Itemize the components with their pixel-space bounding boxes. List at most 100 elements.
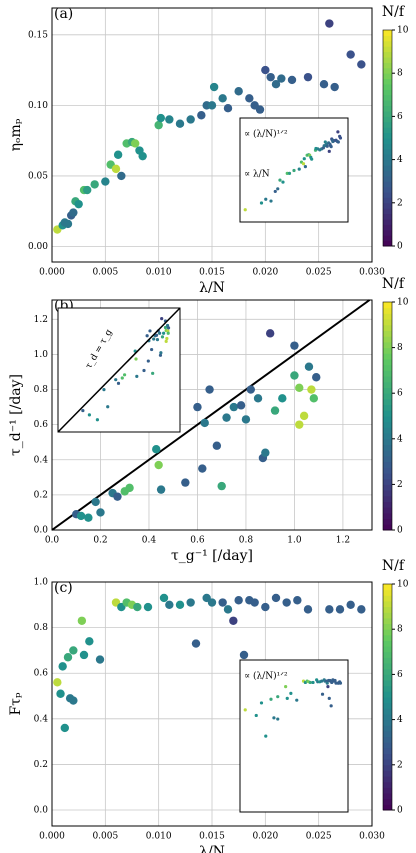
- inset-point: [164, 339, 168, 344]
- point: [53, 678, 62, 687]
- colorbar-cell: [383, 370, 392, 377]
- colorbar-cell: [383, 202, 392, 209]
- colorbar-cell: [383, 330, 392, 337]
- inset-point: [259, 201, 264, 205]
- colorbar-tick-label: 6: [397, 389, 403, 399]
- x-tick-label: 0.8: [239, 536, 254, 546]
- point: [261, 602, 270, 612]
- point: [218, 598, 227, 607]
- colorbar-cell: [383, 668, 392, 675]
- colorbar-cell: [383, 478, 392, 485]
- point: [113, 150, 123, 159]
- colorbar-cell: [383, 524, 392, 531]
- colorbar-cell: [383, 730, 392, 738]
- inset-point: [243, 208, 247, 212]
- colorbar-cell: [383, 753, 392, 760]
- inset-point: [81, 408, 85, 413]
- colorbar-cell: [383, 438, 392, 445]
- colorbar-cell: [383, 674, 392, 681]
- point: [234, 87, 243, 96]
- inset-point: [154, 333, 159, 337]
- point: [312, 373, 321, 382]
- x-axis-label: τ_g⁻¹ [/day]: [171, 548, 253, 564]
- y-tick-label: 0.4: [34, 714, 49, 724]
- point: [159, 593, 169, 603]
- colorbar-cell: [383, 708, 392, 715]
- inset-point: [297, 167, 301, 171]
- identity-line: [51, 299, 371, 531]
- colorbar-cell: [383, 186, 392, 193]
- point: [223, 605, 233, 614]
- point: [295, 420, 304, 429]
- point: [346, 50, 355, 59]
- colorbar-cell: [383, 680, 392, 687]
- colorbar-cell: [383, 736, 392, 743]
- point: [58, 662, 67, 671]
- colorbar-cell: [383, 702, 392, 709]
- point: [69, 696, 78, 705]
- colorbar-cell: [383, 612, 392, 619]
- colorbar-cell: [383, 46, 392, 53]
- point: [346, 600, 355, 610]
- colorbar-cell: [383, 725, 392, 732]
- panel-label: (c): [54, 580, 73, 596]
- inset-annotation: ∝ (λ/N)¹ᐟ²: [244, 129, 288, 140]
- point: [261, 65, 270, 75]
- point: [229, 616, 238, 625]
- y-tick-label: 0.2: [34, 760, 48, 770]
- point: [290, 341, 299, 350]
- colorbar-cell: [383, 490, 392, 497]
- colorbar-cell: [383, 57, 392, 63]
- colorbar-cell: [383, 89, 392, 96]
- colorbar-cell: [383, 347, 392, 354]
- colorbar-cell: [383, 51, 392, 58]
- colorbar-cell: [383, 192, 392, 198]
- inset-point: [135, 374, 139, 378]
- inset-point: [336, 130, 340, 134]
- point: [325, 19, 334, 28]
- point: [319, 80, 329, 89]
- colorbar-cell: [383, 78, 392, 85]
- colorbar-cell: [383, 111, 392, 117]
- x-tick-label: 0.005: [92, 832, 118, 842]
- point: [69, 646, 78, 655]
- point: [266, 72, 275, 82]
- x-axis-label: λ/N: [199, 280, 225, 296]
- point: [197, 111, 206, 120]
- colorbar-cell: [383, 381, 392, 388]
- colorbar-cell: [383, 804, 392, 811]
- inset-point: [276, 695, 280, 699]
- x-tick-label: 0.015: [199, 832, 225, 842]
- inset-point: [285, 171, 289, 175]
- inset-point: [114, 378, 118, 382]
- inset-point: [301, 162, 306, 166]
- point: [175, 600, 185, 610]
- inset-point: [285, 696, 289, 701]
- point: [181, 478, 190, 487]
- y-tick-label: 0.10: [28, 101, 48, 111]
- inset-point: [284, 684, 288, 689]
- colorbar-cell: [383, 595, 392, 602]
- colorbar-cell: [383, 450, 392, 457]
- colorbar-cell: [383, 776, 392, 783]
- colorbar-cell: [383, 461, 392, 468]
- colorbar-tick-label: 0: [397, 526, 403, 536]
- point: [154, 120, 163, 130]
- x-tick-label: 0.000: [39, 832, 65, 842]
- inset-point: [326, 684, 330, 689]
- point: [229, 402, 239, 412]
- inset-point: [254, 713, 258, 718]
- colorbar-cell: [383, 105, 392, 112]
- colorbar-cell: [383, 410, 392, 417]
- inset-point: [145, 334, 149, 338]
- inset-point: [338, 681, 343, 685]
- point: [303, 72, 313, 82]
- inset-point: [151, 371, 155, 375]
- point: [250, 598, 259, 607]
- point: [79, 650, 89, 660]
- x-tick-label: 1.0: [287, 536, 302, 546]
- colorbar-cell: [383, 240, 392, 247]
- point: [309, 394, 319, 403]
- colorbar-cell: [383, 651, 392, 658]
- point: [222, 413, 231, 422]
